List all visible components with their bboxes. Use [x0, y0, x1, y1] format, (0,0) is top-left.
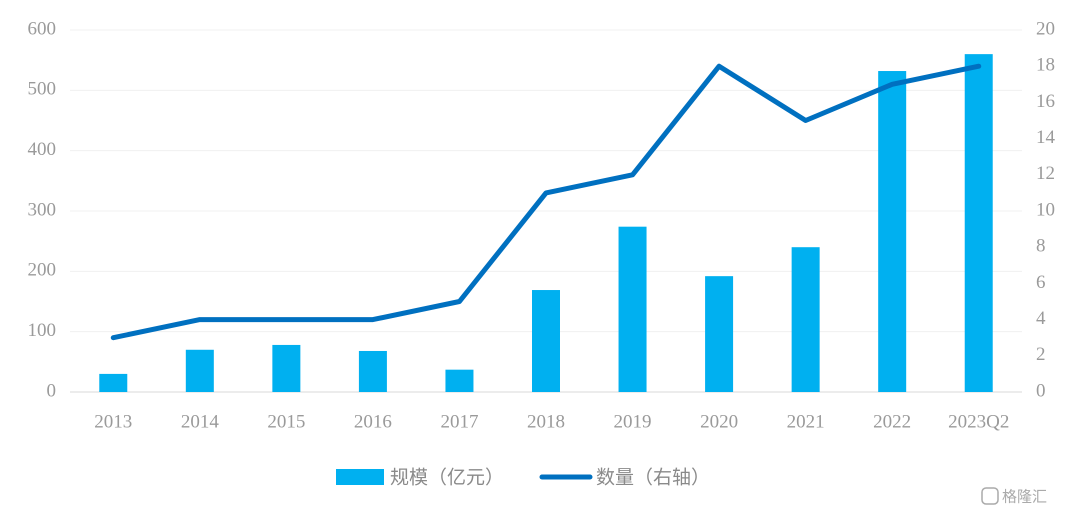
watermark-text: 格隆汇 [1002, 488, 1047, 506]
x-tick-label: 2021 [787, 411, 825, 432]
y-tick-label: 500 [28, 79, 57, 100]
legend-swatch [336, 469, 384, 485]
x-tick-label: 2019 [614, 411, 652, 432]
y-tick-label: 100 [28, 320, 57, 341]
bar [445, 369, 474, 392]
watermark-icon [981, 487, 999, 505]
x-tick-label: 2016 [354, 411, 392, 432]
bar [964, 54, 993, 393]
x-tick-label: 2013 [94, 411, 132, 432]
y-tick-label: 600 [28, 18, 57, 39]
x-tick-label: 2014 [181, 411, 220, 432]
line [110, 63, 982, 341]
x-tick-label: 2023Q2 [948, 411, 1009, 432]
watermark: 格隆汇 [981, 487, 1047, 506]
x-tick-label: 2022 [873, 411, 911, 432]
y2-tick-label: 6 [1036, 272, 1046, 293]
legend-label: 规模（亿元） [390, 467, 504, 489]
y2-tick-label: 0 [1036, 380, 1046, 401]
y-tick-label: 200 [28, 260, 57, 281]
y2-tick-label: 18 [1036, 55, 1055, 76]
y-tick-label: 400 [28, 139, 57, 160]
y2-tick-label: 20 [1036, 18, 1055, 39]
y2-tick-label: 4 [1036, 308, 1046, 329]
bar [878, 71, 907, 392]
legend-label: 数量（右轴） [596, 467, 710, 489]
y2-tick-label: 10 [1036, 199, 1055, 220]
y2-tick-label: 8 [1036, 236, 1046, 257]
legend: 规模（亿元） 数量（右轴） [336, 467, 710, 489]
bar [791, 247, 820, 392]
x-tick-label: 2020 [700, 411, 738, 432]
y2-tick-label: 2 [1036, 344, 1046, 365]
bar [618, 226, 647, 392]
bar [272, 344, 301, 392]
x-tick-label: 2015 [267, 411, 305, 432]
bar [185, 349, 214, 392]
y2-tick-label: 14 [1036, 127, 1056, 148]
bar [99, 373, 128, 392]
x-tick-label: 2017 [440, 411, 478, 432]
y-tick-label: 0 [47, 380, 57, 401]
x-tick-label: 2018 [527, 411, 565, 432]
bar [705, 276, 734, 392]
y2-tick-label: 16 [1036, 91, 1055, 112]
bar [358, 350, 387, 392]
y2-tick-label: 12 [1036, 163, 1055, 184]
bar [532, 290, 560, 392]
y-tick-label: 300 [28, 199, 57, 220]
